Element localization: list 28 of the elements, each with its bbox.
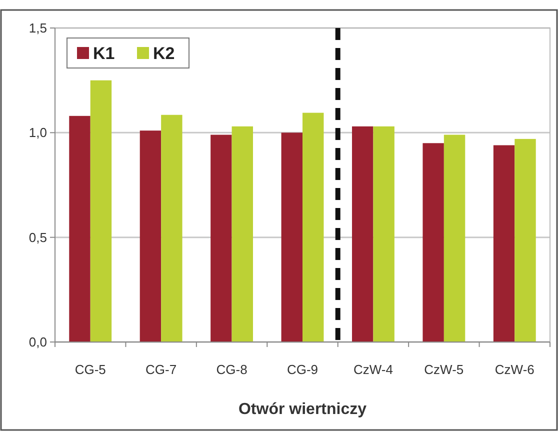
bar [232, 126, 253, 342]
bar [210, 134, 232, 342]
legend-label: K1 [93, 44, 115, 63]
bar [69, 116, 90, 342]
x-tick-label: CG-9 [286, 362, 318, 377]
x-tick-label: CzW-6 [494, 362, 534, 377]
bar [281, 132, 302, 342]
x-tick-label: CG-5 [74, 362, 106, 377]
x-tick-label: CzW-4 [353, 362, 393, 377]
bar [352, 126, 374, 342]
bar [302, 112, 324, 342]
bar [373, 126, 394, 342]
bar [444, 134, 466, 342]
x-tick-label: CG-8 [216, 362, 248, 377]
bar [161, 114, 182, 342]
y-tick-label: 0,5 [28, 230, 47, 245]
bar [514, 138, 536, 342]
x-tick-label: CzW-5 [424, 362, 464, 377]
bar [140, 130, 162, 342]
y-tick-label: 0,0 [28, 334, 47, 350]
bar [422, 143, 444, 342]
x-tick-label: CG-7 [146, 362, 177, 377]
x-axis-title: Otwór wiertniczy [238, 401, 367, 418]
y-tick-label: 1,0 [28, 125, 47, 140]
bar [90, 80, 112, 342]
legend-label: K2 [153, 44, 175, 63]
y-tick-label: 1,5 [28, 20, 47, 36]
bar [493, 145, 515, 342]
